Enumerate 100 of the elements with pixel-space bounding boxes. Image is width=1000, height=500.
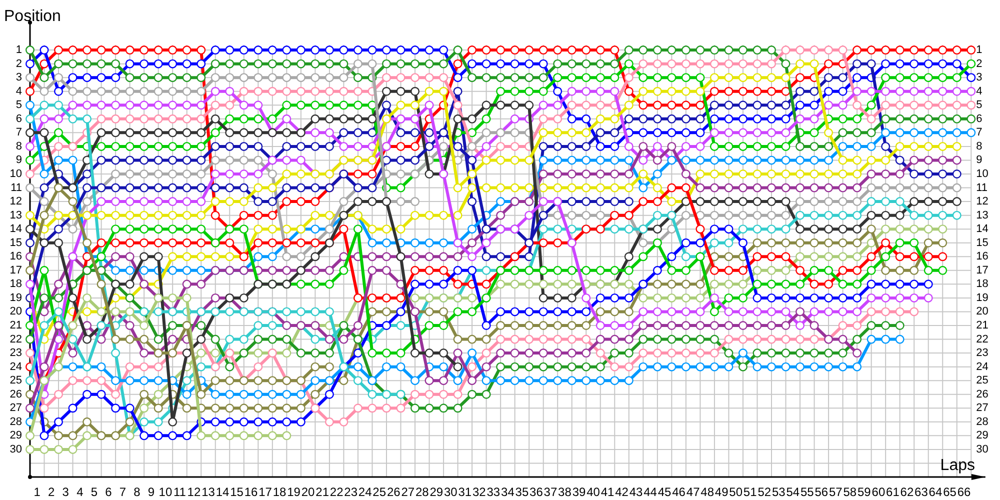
y2-tick-label: 9 bbox=[976, 154, 982, 166]
x-tick-label: 47 bbox=[686, 485, 700, 499]
x-tick-label: 53 bbox=[772, 485, 786, 499]
x-tick-label: 13 bbox=[202, 485, 216, 499]
x-tick-label: 7 bbox=[119, 485, 126, 499]
y-tick-label: 23 bbox=[10, 347, 22, 360]
x-tick-label: 40 bbox=[586, 485, 600, 499]
y-tick-label: 30 bbox=[10, 443, 22, 456]
y-tick-label: 10 bbox=[10, 168, 22, 180]
x-tick-label: 18 bbox=[272, 485, 287, 499]
x-tick-label: 8 bbox=[134, 485, 141, 499]
y-tick-label: 29 bbox=[10, 430, 22, 442]
y2-tick-label: 23 bbox=[976, 347, 988, 360]
x-tick-label: 65 bbox=[943, 485, 957, 499]
x-tick-label: 26 bbox=[386, 485, 401, 499]
y-tick-label: 25 bbox=[10, 374, 22, 387]
y-tick-label: 20 bbox=[10, 306, 22, 318]
y-tick-label: 11 bbox=[10, 182, 22, 194]
x-tick-label: 60 bbox=[872, 485, 886, 499]
y2-tick-label: 4 bbox=[976, 85, 982, 98]
y2-tick-label: 28 bbox=[976, 416, 988, 428]
x-tick-label: 54 bbox=[786, 485, 800, 499]
x-tick-label: 24 bbox=[358, 485, 372, 499]
y2-tick-label: 26 bbox=[976, 388, 988, 400]
x-tick-label: 29 bbox=[430, 485, 444, 499]
y2-tick-label: 19 bbox=[976, 292, 988, 304]
x-tick-label: 16 bbox=[244, 485, 258, 499]
y-tick-label: 5 bbox=[16, 99, 22, 112]
y-tick-label: 28 bbox=[10, 416, 22, 428]
y2-tick-label: 25 bbox=[976, 374, 988, 387]
y-tick-label: 27 bbox=[10, 402, 22, 414]
y-tick-label: 3 bbox=[16, 72, 22, 84]
y-tick-label: 12 bbox=[10, 196, 22, 208]
y-tick-label: 21 bbox=[10, 320, 22, 332]
x-tick-label: 22 bbox=[330, 485, 344, 499]
x-tick-label: 25 bbox=[372, 485, 386, 499]
y2-tick-label: 13 bbox=[976, 209, 988, 222]
x-tick-label: 49 bbox=[714, 485, 729, 499]
x-tick-label: 15 bbox=[230, 485, 244, 499]
x-tick-label: 9 bbox=[148, 485, 155, 499]
x-tick-label: 56 bbox=[814, 485, 828, 499]
x-tick-label: 38 bbox=[558, 485, 572, 499]
y2-tick-label: 6 bbox=[976, 112, 982, 125]
x-tick-label: 37 bbox=[544, 485, 558, 499]
y-tick-label: 22 bbox=[10, 333, 22, 346]
x-tick-label: 4 bbox=[76, 485, 84, 499]
x-tick-label: 63 bbox=[914, 485, 928, 499]
y2-tick-label: 11 bbox=[976, 182, 988, 194]
x-tick-label: 19 bbox=[287, 485, 301, 499]
y-tick-label: 4 bbox=[16, 85, 22, 98]
x-tick-label: 20 bbox=[301, 485, 316, 499]
y2-tick-label: 10 bbox=[976, 168, 988, 180]
x-tick-label: 11 bbox=[173, 485, 186, 499]
x-tick-label: 35 bbox=[515, 485, 529, 499]
y2-tick-label: 3 bbox=[976, 72, 982, 84]
y2-tick-label: 17 bbox=[976, 264, 988, 276]
y-tick-label: 16 bbox=[10, 250, 22, 263]
y2-tick-label: 29 bbox=[976, 430, 988, 442]
x-tick-label: 31 bbox=[458, 485, 472, 499]
x-tick-label: 36 bbox=[530, 485, 544, 499]
x-tick-label: 55 bbox=[800, 485, 814, 499]
y2-tick-label: 12 bbox=[976, 196, 988, 208]
x-tick-label: 12 bbox=[187, 485, 201, 499]
x-tick-label: 10 bbox=[158, 485, 172, 499]
x-tick-label: 2 bbox=[48, 485, 56, 499]
y2-tick-label: 15 bbox=[976, 236, 988, 249]
y2-tick-label: 30 bbox=[976, 443, 988, 456]
x-tick-label: 50 bbox=[729, 485, 743, 499]
y2-tick-label: 20 bbox=[976, 306, 988, 318]
y2-tick-label: 21 bbox=[976, 320, 988, 332]
x-tick-label: 51 bbox=[743, 485, 758, 499]
x-tick-label: 64 bbox=[928, 485, 942, 499]
x-tick-label: 61 bbox=[886, 485, 900, 499]
x-tick-label: 32 bbox=[472, 485, 486, 499]
x-tick-label: 14 bbox=[216, 485, 230, 499]
y-tick-label: 7 bbox=[16, 126, 22, 139]
x-tick-label: 43 bbox=[629, 485, 644, 499]
y2-tick-label: 5 bbox=[976, 99, 982, 112]
y2-tick-label: 8 bbox=[976, 140, 982, 152]
y-axis-title: Position bbox=[4, 8, 61, 25]
x-tick-label: 17 bbox=[258, 485, 272, 499]
y-tick-label: 13 bbox=[10, 209, 22, 222]
x-tick-label: 59 bbox=[858, 485, 872, 499]
x-tick-label: 42 bbox=[615, 485, 629, 499]
y2-tick-label: 27 bbox=[976, 402, 988, 414]
y-tick-label: 15 bbox=[10, 236, 22, 249]
x-tick-label: 48 bbox=[700, 485, 714, 499]
y-tick-label: 17 bbox=[10, 264, 22, 276]
x-tick-label: 62 bbox=[900, 485, 914, 499]
x-tick-label: 6 bbox=[105, 485, 112, 499]
y2-tick-label: 7 bbox=[976, 126, 982, 139]
x-tick-label: 46 bbox=[672, 485, 686, 499]
y2-tick-label: 22 bbox=[976, 333, 988, 346]
y2-tick-label: 2 bbox=[976, 58, 982, 70]
x-tick-label: 3 bbox=[62, 485, 70, 499]
x-tick-label: 34 bbox=[501, 485, 515, 499]
x-tick-label: 44 bbox=[644, 485, 658, 499]
y-tick-label: 24 bbox=[10, 360, 22, 373]
x-tick-label: 23 bbox=[344, 485, 358, 499]
x-tick-label: 58 bbox=[843, 485, 857, 499]
